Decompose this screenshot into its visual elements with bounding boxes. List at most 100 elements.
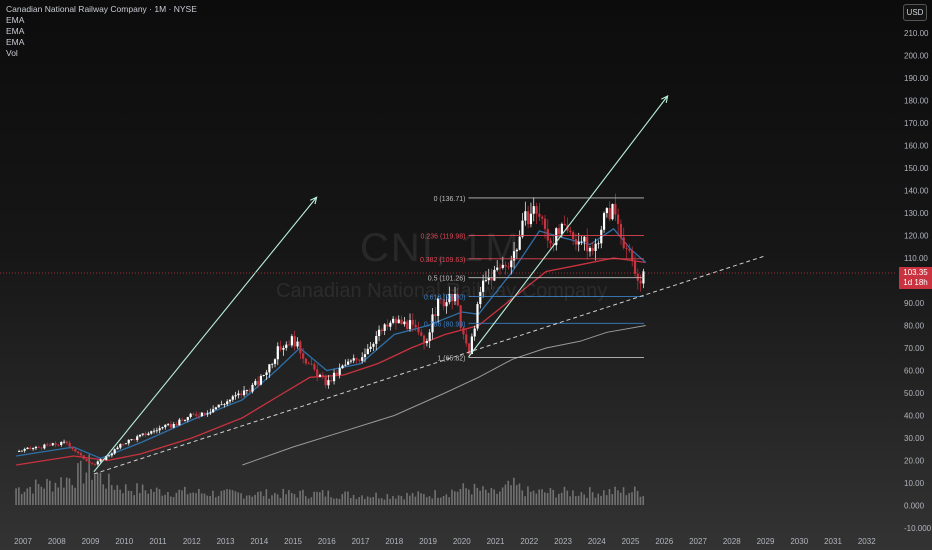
volume-bar: [99, 472, 102, 505]
volume-bar: [577, 495, 580, 505]
candle-body: [96, 461, 99, 465]
candle: [403, 316, 406, 327]
price-axis-label: 60.00: [904, 367, 925, 376]
volume-bar: [518, 483, 521, 505]
volume-bar: [175, 492, 178, 505]
time-axis-label: 2032: [858, 537, 876, 546]
legend-ema-2[interactable]: EMA: [6, 26, 25, 36]
candle-body: [43, 444, 46, 449]
candle: [60, 441, 63, 447]
volume-bar: [217, 495, 220, 505]
candle: [237, 390, 240, 399]
candle: [400, 315, 403, 325]
candle: [189, 412, 192, 419]
volume-bar: [608, 489, 611, 505]
legend-ema-3[interactable]: EMA: [6, 37, 25, 47]
volume-bar: [409, 495, 411, 505]
volume-bar: [634, 486, 636, 505]
candle-body: [397, 319, 400, 324]
volume-bar: [555, 497, 557, 505]
candle-body: [223, 404, 226, 405]
candle-body: [597, 243, 600, 245]
candle-body: [282, 347, 285, 350]
candle: [169, 420, 173, 430]
time-axis-label: 2008: [48, 537, 66, 546]
candle-body: [155, 430, 158, 432]
candle-body: [422, 335, 426, 344]
candle: [422, 334, 426, 350]
volume-bar: [68, 478, 71, 505]
candle: [203, 412, 206, 416]
candle-body: [580, 241, 583, 243]
candle: [591, 241, 594, 256]
candle: [23, 447, 26, 453]
candle-body: [574, 239, 578, 245]
volume-bar: [636, 490, 639, 505]
volume-bar: [307, 498, 310, 505]
time-axis: 2007 2008 2009 2010 2011 2012 2013 2014 2015 2016…: [14, 537, 876, 546]
candle-body: [358, 359, 361, 361]
candle: [335, 370, 338, 377]
volume-bar: [77, 463, 79, 505]
candle: [366, 344, 369, 355]
candle: [397, 315, 400, 324]
candle-body: [420, 332, 423, 336]
candle-body: [234, 395, 237, 397]
volume-bar: [65, 477, 68, 505]
candle: [465, 329, 468, 347]
candle-body: [254, 381, 257, 385]
candle-body: [403, 321, 406, 325]
volume-bar: [487, 492, 490, 505]
candle-body: [487, 277, 490, 281]
candle-body: [136, 436, 139, 440]
legend-volume[interactable]: Vol: [6, 48, 18, 58]
candle-body: [116, 447, 119, 450]
time-axis-label: 2029: [757, 537, 775, 546]
candle-body: [498, 267, 502, 269]
volume-bar: [209, 495, 211, 505]
volume-bar: [619, 492, 622, 505]
candle: [524, 201, 527, 226]
candle: [625, 242, 628, 259]
candle-body: [167, 423, 170, 425]
candle: [327, 375, 330, 389]
volume-bar: [108, 473, 110, 505]
candle: [408, 313, 412, 332]
candle-body: [265, 372, 268, 376]
candle-body: [363, 354, 367, 358]
candle: [158, 425, 161, 434]
volume-bar: [122, 493, 124, 505]
candle-body: [178, 419, 181, 426]
volume-bar: [15, 488, 17, 505]
legend-ema-1[interactable]: EMA: [6, 15, 25, 25]
candle-body: [186, 416, 189, 421]
candle-body: [482, 280, 485, 292]
candle-body: [122, 444, 125, 445]
candle: [608, 201, 611, 222]
fib-level-label: 0.786 (80.99): [424, 321, 466, 328]
currency-button[interactable]: USD: [903, 4, 927, 21]
volume-bar: [454, 491, 456, 505]
candle-body: [625, 247, 628, 249]
candle-body: [484, 280, 488, 281]
candle: [543, 214, 547, 239]
volume-bar: [319, 492, 321, 505]
volume-bar: [507, 480, 510, 505]
candle: [161, 426, 164, 430]
volume-bar: [198, 488, 200, 505]
volume-bar: [504, 484, 507, 505]
volume-bar: [130, 490, 133, 505]
candle-body: [546, 228, 549, 241]
candle-body: [355, 358, 358, 360]
candle: [622, 227, 625, 250]
legend-title[interactable]: Canadian National Railway Company · 1M ·…: [6, 4, 197, 14]
volume-bar: [544, 492, 546, 505]
candle-body: [130, 439, 133, 440]
candle: [287, 340, 291, 346]
candle: [242, 385, 246, 397]
volume-bar: [110, 485, 113, 505]
volume-bar: [330, 497, 332, 505]
volume-bar: [417, 491, 420, 505]
